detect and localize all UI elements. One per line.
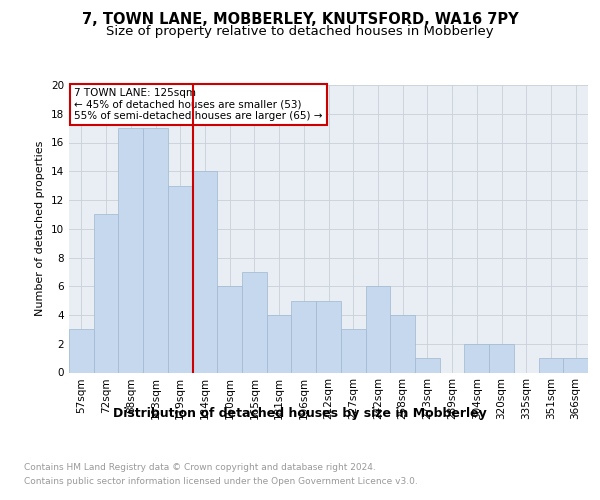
Text: Contains public sector information licensed under the Open Government Licence v3: Contains public sector information licen… — [24, 478, 418, 486]
Bar — [217, 286, 242, 372]
Bar — [539, 358, 563, 372]
Bar — [118, 128, 143, 372]
Bar — [143, 128, 168, 372]
Text: 7, TOWN LANE, MOBBERLEY, KNUTSFORD, WA16 7PY: 7, TOWN LANE, MOBBERLEY, KNUTSFORD, WA16… — [82, 12, 518, 28]
Bar — [464, 344, 489, 372]
Text: 7 TOWN LANE: 125sqm
← 45% of detached houses are smaller (53)
55% of semi-detach: 7 TOWN LANE: 125sqm ← 45% of detached ho… — [74, 88, 323, 121]
Y-axis label: Number of detached properties: Number of detached properties — [35, 141, 46, 316]
Bar — [267, 315, 292, 372]
Bar — [242, 272, 267, 372]
Bar — [193, 171, 217, 372]
Bar — [94, 214, 118, 372]
Bar — [292, 300, 316, 372]
Text: Distribution of detached houses by size in Mobberley: Distribution of detached houses by size … — [113, 408, 487, 420]
Bar — [489, 344, 514, 372]
Bar — [316, 300, 341, 372]
Bar — [168, 186, 193, 372]
Bar — [365, 286, 390, 372]
Bar — [415, 358, 440, 372]
Text: Contains HM Land Registry data © Crown copyright and database right 2024.: Contains HM Land Registry data © Crown c… — [24, 462, 376, 471]
Bar — [69, 330, 94, 372]
Bar — [563, 358, 588, 372]
Bar — [341, 330, 365, 372]
Bar — [390, 315, 415, 372]
Text: Size of property relative to detached houses in Mobberley: Size of property relative to detached ho… — [106, 25, 494, 38]
